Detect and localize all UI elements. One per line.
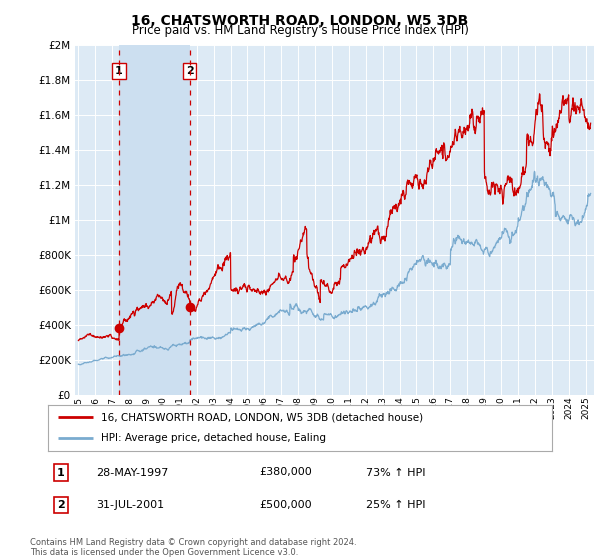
Text: £500,000: £500,000: [260, 500, 313, 510]
Text: 25% ↑ HPI: 25% ↑ HPI: [365, 500, 425, 510]
Bar: [119, 45, 190, 395]
Text: 2: 2: [57, 500, 64, 510]
Text: HPI: Average price, detached house, Ealing: HPI: Average price, detached house, Eali…: [101, 433, 326, 444]
Text: 16, CHATSWORTH ROAD, LONDON, W5 3DB (detached house): 16, CHATSWORTH ROAD, LONDON, W5 3DB (det…: [101, 412, 423, 422]
Text: 28-MAY-1997: 28-MAY-1997: [96, 468, 168, 478]
Text: £380,000: £380,000: [260, 468, 313, 478]
Text: Contains HM Land Registry data © Crown copyright and database right 2024.
This d: Contains HM Land Registry data © Crown c…: [30, 538, 356, 557]
Text: 31-JUL-2001: 31-JUL-2001: [96, 500, 164, 510]
Text: 73% ↑ HPI: 73% ↑ HPI: [365, 468, 425, 478]
Text: 1: 1: [57, 468, 64, 478]
Text: Price paid vs. HM Land Registry's House Price Index (HPI): Price paid vs. HM Land Registry's House …: [131, 24, 469, 37]
Text: 2: 2: [186, 66, 193, 76]
Text: 1: 1: [115, 66, 123, 76]
Text: 16, CHATSWORTH ROAD, LONDON, W5 3DB: 16, CHATSWORTH ROAD, LONDON, W5 3DB: [131, 14, 469, 28]
